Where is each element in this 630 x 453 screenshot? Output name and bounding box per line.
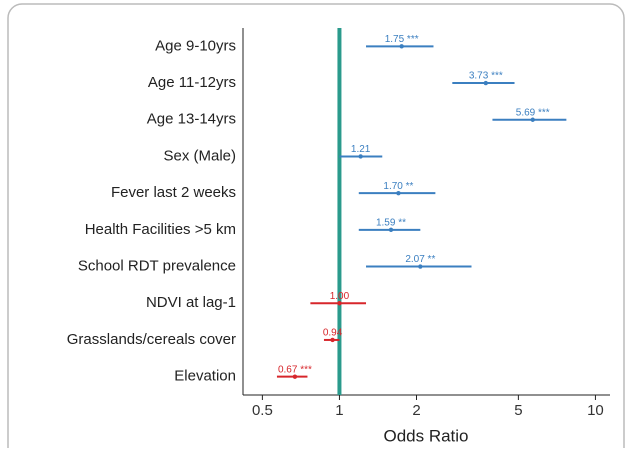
point	[483, 80, 488, 86]
value-label: 1.00	[330, 291, 350, 302]
category-label: Age 9-10yrs	[155, 37, 236, 54]
value-label: 1.21	[351, 144, 371, 155]
figure-frame	[7, 3, 625, 453]
value-label: 5.69 ***	[516, 107, 550, 118]
value-label: 1.75 ***	[385, 34, 419, 45]
point	[388, 227, 394, 233]
x-tick-label: 10	[587, 402, 604, 419]
value-label: 1.70 **	[383, 181, 413, 192]
category-label: School RDT prevalence	[78, 258, 236, 275]
category-label: Health Facilities >5 km	[85, 221, 236, 238]
value-label: 0.94	[323, 328, 343, 339]
point	[292, 374, 298, 379]
category-label: Age 11-12yrs	[148, 74, 236, 91]
value-label: 3.73 ***	[469, 71, 503, 82]
value-label: 2.07 **	[405, 254, 435, 265]
x-tick-label: 2	[412, 402, 420, 419]
point	[337, 301, 342, 306]
x-tick-label: 5	[514, 402, 522, 419]
category-label: Elevation	[174, 368, 236, 385]
category-label: Sex (Male)	[163, 147, 236, 164]
point	[396, 190, 401, 196]
x-tick-label: 1	[335, 402, 343, 419]
category-label: Age 13-14yrs	[147, 111, 236, 128]
point	[399, 44, 404, 49]
point	[418, 264, 423, 269]
x-tick-label: 0.5	[252, 402, 273, 419]
value-label: 0.67 ***	[278, 364, 312, 375]
point	[530, 117, 535, 122]
value-label: 1.59 **	[376, 217, 406, 228]
category-label: NDVI at lag-1	[146, 294, 236, 311]
x-axis-title: Odds Ratio	[383, 426, 468, 445]
category-label: Fever last 2 weeks	[111, 184, 236, 201]
point	[358, 154, 363, 159]
point	[330, 337, 335, 343]
category-label: Grasslands/cereals cover	[67, 331, 236, 348]
